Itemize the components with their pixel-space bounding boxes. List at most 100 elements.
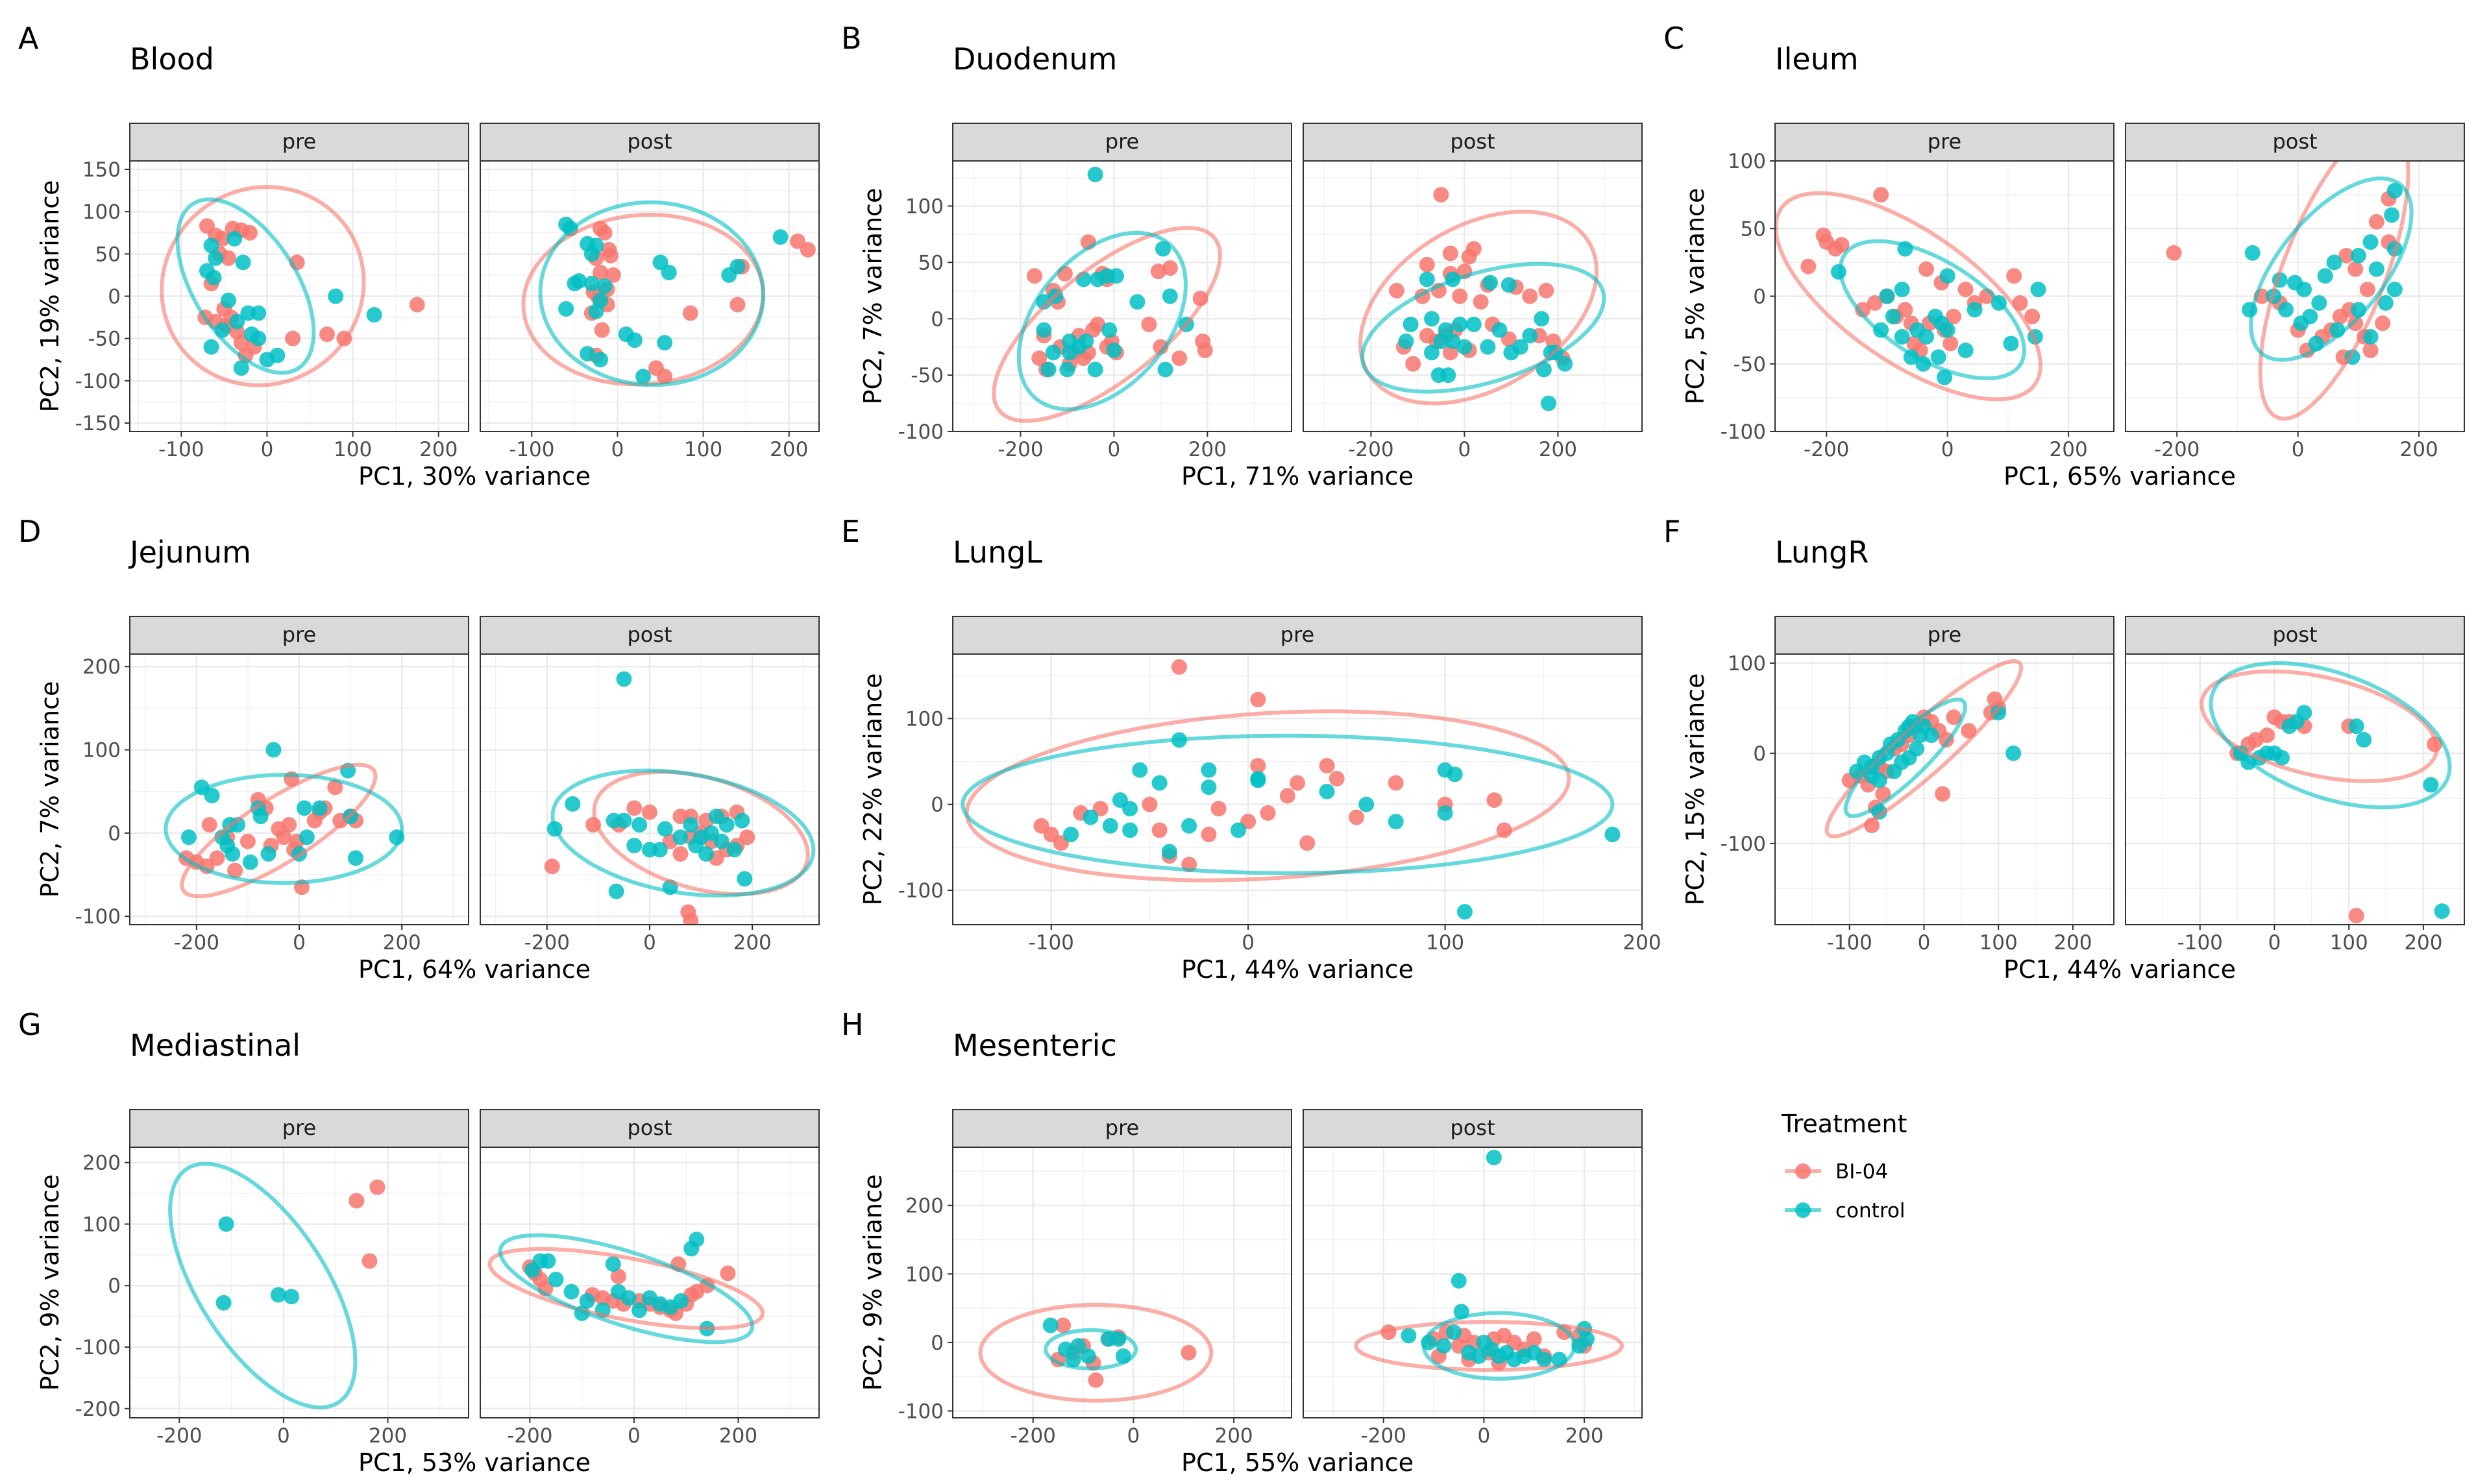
facet-strip-label: post (1450, 1115, 1495, 1140)
y-axis-title: PC2, 5% variance (1681, 188, 1710, 405)
y-tick-label: -100 (75, 905, 121, 929)
data-point (1945, 308, 1961, 324)
data-layer (168, 1162, 386, 1410)
panel-d: D Jejunum pre -200 0 200 -100 0 100 200 post -200 0 2… (18, 514, 820, 984)
data-point (1063, 827, 1079, 842)
confidence-ellipse-bi-04 (160, 185, 366, 387)
data-point (1433, 334, 1449, 349)
x-tick-label: 0 (261, 438, 274, 461)
data-point (1855, 302, 1871, 318)
data-point (1452, 288, 1468, 304)
data-layer (1775, 187, 2046, 402)
data-point (242, 225, 258, 241)
facet-strip (1303, 1109, 1643, 1148)
y-tick-label: -50 (88, 328, 121, 351)
facet-post: post -200 0 200 (1303, 1109, 1643, 1448)
data-point (544, 858, 560, 875)
data-point (2338, 247, 2355, 263)
x-tick-label: -100 (509, 438, 554, 461)
data-point (1557, 356, 1573, 372)
x-axis-title: PC1, 30% variance (358, 462, 591, 491)
y-tick-label: 100 (905, 195, 944, 219)
x-tick-label: -100 (2177, 931, 2223, 955)
data-point (2347, 315, 2364, 332)
data-point (281, 817, 297, 833)
facet-pre: pre -200 0 200 -100 -50 0 50 100 (898, 123, 1292, 461)
y-axis-title: PC2, 7% variance (36, 681, 64, 898)
data-point (610, 1269, 626, 1285)
data-point (1090, 271, 1106, 287)
data-point (1055, 1317, 1072, 1333)
data-point (1957, 342, 1974, 358)
data-point (1042, 1317, 1059, 1333)
x-tick-label: -200 (1348, 438, 1393, 461)
data-point (580, 346, 596, 362)
data-point (2375, 315, 2391, 332)
y-tick-label: 200 (82, 1152, 121, 1175)
data-point (2386, 282, 2403, 298)
x-tick-label: -100 (158, 438, 204, 461)
data-point (1080, 1348, 1096, 1364)
data-point (1465, 316, 1482, 332)
grid (130, 1147, 469, 1418)
data-point (1349, 809, 1365, 825)
confidence-ellipse-control (1360, 262, 1606, 394)
data-point (2362, 234, 2379, 250)
x-tick-label: 0 (643, 931, 656, 955)
y-tick-label: 0 (931, 308, 944, 331)
data-point (328, 288, 344, 304)
data-point (1027, 268, 1042, 284)
data-point (204, 788, 220, 804)
data-point (319, 326, 335, 343)
data-point (2434, 903, 2450, 919)
legend-key-point (1795, 1163, 1811, 1179)
data-point (1536, 1352, 1552, 1368)
data-point (593, 352, 609, 368)
data-point (563, 1283, 580, 1300)
confidence-ellipse-control (961, 733, 1615, 875)
data-point (548, 1271, 564, 1287)
data-point (220, 250, 236, 266)
x-tick-label: -200 (2154, 438, 2200, 461)
data-point (1800, 258, 1817, 274)
confidence-ellipse-control (1421, 1311, 1576, 1381)
x-tick-label: 200 (383, 931, 421, 955)
y-tick-label: -100 (898, 879, 944, 903)
data-point (1897, 302, 1913, 318)
data-point (1424, 311, 1440, 327)
series-control (215, 1216, 299, 1311)
panel-e: E LungL pre -100 0 100 200 -100 0 100 PC1, 44% var… (841, 514, 1661, 984)
y-axis-title: PC2, 9% variance (859, 1174, 887, 1391)
y-tick-label: 100 (82, 1213, 121, 1236)
x-tick-label: 0 (2268, 931, 2281, 955)
x-tick-label: -200 (1361, 1424, 1406, 1448)
series-control (180, 742, 405, 870)
data-point (1171, 350, 1188, 367)
data-point (1522, 328, 1538, 344)
panel-title: LungR (1775, 535, 1869, 570)
data-point (1424, 345, 1440, 361)
legend-item-control: control (1785, 1199, 1905, 1222)
y-tick-label: -150 (75, 412, 121, 435)
facet-strip-label: pre (282, 622, 316, 647)
y-tick-label: 50 (918, 251, 944, 274)
plot-border (1303, 1147, 1643, 1418)
data-point (540, 1253, 556, 1269)
series-control (558, 216, 789, 385)
data-point (1939, 322, 1955, 338)
y-tick-label: 0 (1753, 286, 1766, 309)
data-point (729, 258, 746, 274)
data-point (1090, 316, 1106, 332)
plot-border (480, 653, 820, 925)
x-tick-label: 0 (1918, 931, 1931, 955)
data-point (1538, 282, 1554, 298)
data-point (1157, 361, 1173, 378)
data-point (214, 230, 230, 247)
y-tick-label: -50 (911, 364, 944, 387)
data-point (269, 347, 286, 363)
data-point (206, 269, 222, 286)
data-point (596, 278, 613, 294)
legend: Treatment BI-04 control (1781, 1110, 1907, 1222)
y-axis-title: PC2, 7% variance (859, 188, 887, 405)
data-point (1162, 260, 1178, 276)
